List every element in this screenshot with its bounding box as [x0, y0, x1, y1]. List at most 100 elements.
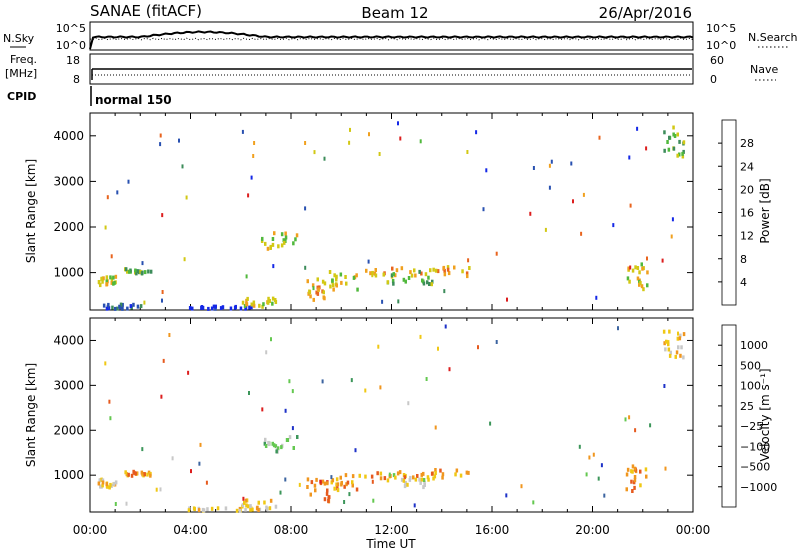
echo-cell	[239, 306, 243, 311]
echo-cell	[250, 302, 253, 307]
echo-cell	[258, 507, 262, 512]
echo-cell	[626, 467, 630, 472]
echo-cell	[386, 280, 390, 285]
echo-cell	[143, 472, 146, 477]
echo-cell	[125, 501, 128, 506]
y-tick-label: 3000	[53, 378, 84, 392]
echo-cell	[646, 270, 649, 275]
echo-cell	[105, 484, 109, 489]
echo-cell	[124, 267, 128, 272]
echo-cell	[634, 428, 637, 433]
echo-cell	[129, 268, 132, 273]
echo-cell	[436, 269, 440, 274]
echo-cell	[672, 125, 675, 130]
echo-cell	[329, 284, 332, 289]
echo-cell	[216, 506, 220, 511]
site-title: SANAE (fitACF)	[90, 2, 202, 20]
echo-cell	[666, 340, 670, 345]
nsky-tick-bottom: 10^0	[56, 39, 86, 52]
echo-cell	[187, 508, 191, 513]
echo-cell	[326, 481, 329, 486]
echo-cell	[114, 480, 118, 485]
echo-cell	[212, 304, 216, 309]
echo-cell	[356, 287, 359, 292]
echo-cell	[291, 389, 294, 394]
echo-cell	[475, 130, 478, 135]
echo-cell	[159, 133, 162, 138]
echo-cell	[261, 407, 264, 412]
echo-cell	[309, 492, 312, 497]
power-colorbar: 4 8 12 16 20 24 28	[718, 119, 754, 306]
echo-cell	[304, 141, 307, 145]
echo-cell	[321, 479, 325, 484]
echo-cell	[459, 473, 463, 478]
echo-cell	[588, 455, 591, 460]
echo-cell	[465, 470, 469, 475]
echo-cell	[171, 456, 174, 461]
echo-cell	[625, 487, 628, 492]
echo-cell	[638, 270, 641, 275]
echo-cell	[631, 469, 634, 474]
echo-cell	[144, 270, 147, 275]
time-tick-label: 16:00	[475, 523, 510, 537]
echo-cell	[628, 279, 631, 284]
echo-cell	[430, 471, 434, 476]
echo-cell	[291, 426, 294, 431]
echo-cell	[114, 274, 118, 279]
echo-cell	[101, 480, 105, 485]
echo-cell	[265, 505, 268, 510]
echo-cell	[249, 504, 252, 509]
echo-cell	[678, 336, 682, 341]
y-tick-label: 1000	[53, 468, 84, 482]
echo-cell	[358, 473, 361, 478]
echo-cell	[197, 508, 201, 513]
echo-cell	[379, 385, 382, 390]
echo-cell	[633, 466, 637, 471]
echo-cell	[323, 281, 327, 286]
echo-cell	[155, 487, 158, 492]
echo-cell	[306, 279, 309, 284]
echo-cell	[443, 268, 446, 273]
echo-cell	[137, 270, 141, 275]
frequency-strip: Freq. [MHz] 18 8 60 0 Nave	[5, 53, 778, 86]
echo-cell	[672, 146, 676, 151]
y-tick-label: 1000	[53, 266, 84, 280]
colorbar-tick-label: −1000	[740, 481, 777, 494]
echo-cell	[101, 478, 105, 483]
echo-cell	[136, 304, 140, 309]
echo-cell	[264, 241, 267, 246]
velocity-echoes	[97, 324, 686, 513]
echo-cell	[430, 282, 433, 287]
echo-cell	[134, 268, 137, 273]
echo-cell	[354, 448, 357, 453]
echo-cell	[603, 493, 606, 498]
echo-cell	[629, 203, 632, 208]
echo-cell	[413, 268, 416, 273]
echo-cell	[331, 478, 334, 483]
echo-cell	[206, 507, 209, 512]
echo-cell	[670, 234, 673, 239]
echo-cell	[339, 475, 342, 480]
echo-cell	[391, 266, 394, 271]
echo-cell	[467, 470, 470, 475]
echo-cell	[414, 273, 417, 278]
echo-cell	[666, 140, 669, 144]
echo-cell	[332, 283, 335, 288]
echo-cell	[250, 175, 253, 180]
echo-cell	[625, 472, 629, 477]
echo-cell	[422, 485, 425, 490]
echo-cell	[284, 408, 287, 413]
echo-cell	[406, 482, 409, 487]
echo-cell	[645, 474, 648, 479]
echo-cell	[468, 266, 471, 270]
echo-cell	[423, 483, 426, 487]
echo-cell	[116, 306, 119, 311]
echo-cell	[126, 306, 129, 311]
echo-cell	[427, 477, 430, 482]
echo-cell	[149, 473, 152, 478]
echo-cell	[102, 276, 105, 281]
echo-cell	[664, 347, 667, 352]
echo-cell	[343, 484, 346, 489]
echo-cell	[304, 206, 307, 211]
beam-title: Beam 12	[361, 4, 428, 22]
